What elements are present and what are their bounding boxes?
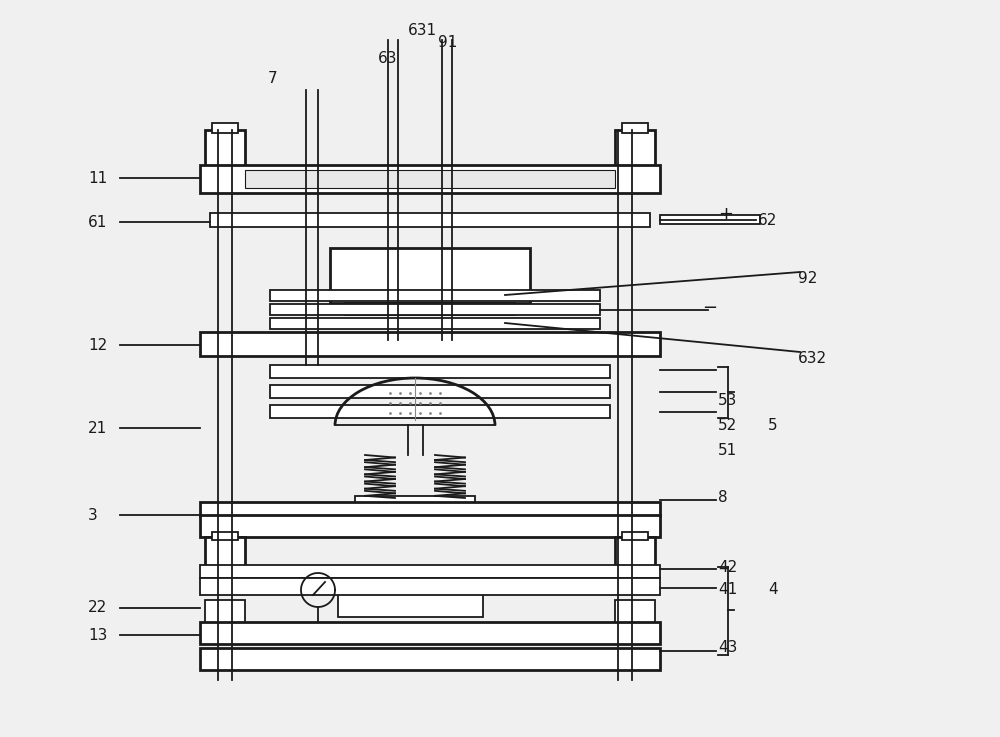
Text: 43: 43 bbox=[718, 640, 737, 655]
Bar bbox=[622, 172, 648, 182]
Bar bbox=[205, 537, 245, 577]
Bar bbox=[270, 385, 610, 398]
Bar bbox=[200, 332, 660, 356]
Bar bbox=[212, 123, 238, 133]
Bar bbox=[622, 123, 648, 133]
Text: +: + bbox=[718, 205, 733, 223]
Text: 631: 631 bbox=[408, 23, 437, 38]
Text: −: − bbox=[702, 299, 717, 317]
Bar bbox=[338, 582, 483, 617]
Bar bbox=[660, 215, 760, 224]
Text: 12: 12 bbox=[88, 338, 107, 352]
Bar bbox=[200, 502, 660, 516]
Bar bbox=[212, 172, 238, 182]
Bar bbox=[200, 165, 660, 193]
Text: 41: 41 bbox=[718, 582, 737, 598]
Text: 61: 61 bbox=[88, 214, 107, 229]
Text: 53: 53 bbox=[718, 393, 737, 408]
Bar bbox=[622, 532, 648, 540]
Text: 11: 11 bbox=[88, 170, 107, 186]
Bar bbox=[200, 515, 660, 537]
Bar bbox=[270, 290, 600, 301]
Bar bbox=[245, 170, 615, 188]
Bar bbox=[345, 303, 515, 315]
Bar bbox=[270, 304, 600, 315]
Text: 91: 91 bbox=[438, 35, 457, 49]
Bar bbox=[205, 600, 245, 625]
Text: 62: 62 bbox=[758, 212, 777, 228]
Bar bbox=[270, 405, 610, 418]
Text: 8: 8 bbox=[718, 491, 728, 506]
Text: 42: 42 bbox=[718, 561, 737, 576]
Text: 92: 92 bbox=[798, 270, 817, 285]
Text: 52: 52 bbox=[718, 417, 737, 433]
Bar bbox=[210, 213, 650, 227]
Bar bbox=[270, 365, 610, 378]
Bar bbox=[200, 578, 660, 595]
Bar bbox=[330, 248, 530, 303]
Text: 21: 21 bbox=[88, 421, 107, 436]
Bar bbox=[212, 532, 238, 540]
Bar bbox=[270, 318, 600, 329]
Bar bbox=[200, 565, 660, 578]
Text: 22: 22 bbox=[88, 601, 107, 615]
Text: 5: 5 bbox=[768, 417, 778, 433]
Bar bbox=[615, 130, 655, 172]
Bar bbox=[205, 130, 245, 172]
Text: 632: 632 bbox=[798, 351, 827, 366]
Text: 51: 51 bbox=[718, 442, 737, 458]
Text: 4: 4 bbox=[768, 582, 778, 598]
Text: 3: 3 bbox=[88, 508, 98, 523]
Bar bbox=[615, 600, 655, 625]
Text: 63: 63 bbox=[378, 51, 398, 66]
Bar bbox=[200, 622, 660, 644]
Bar bbox=[355, 496, 475, 510]
Bar bbox=[212, 577, 238, 585]
Bar bbox=[200, 648, 660, 670]
Text: 7: 7 bbox=[268, 71, 278, 85]
Bar bbox=[615, 537, 655, 577]
Text: 13: 13 bbox=[88, 627, 107, 643]
Bar bbox=[622, 577, 648, 585]
